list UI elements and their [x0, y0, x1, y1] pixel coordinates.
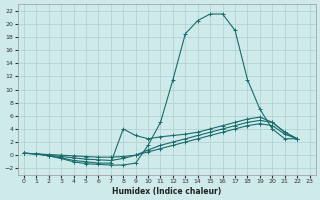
X-axis label: Humidex (Indice chaleur): Humidex (Indice chaleur)	[112, 187, 221, 196]
